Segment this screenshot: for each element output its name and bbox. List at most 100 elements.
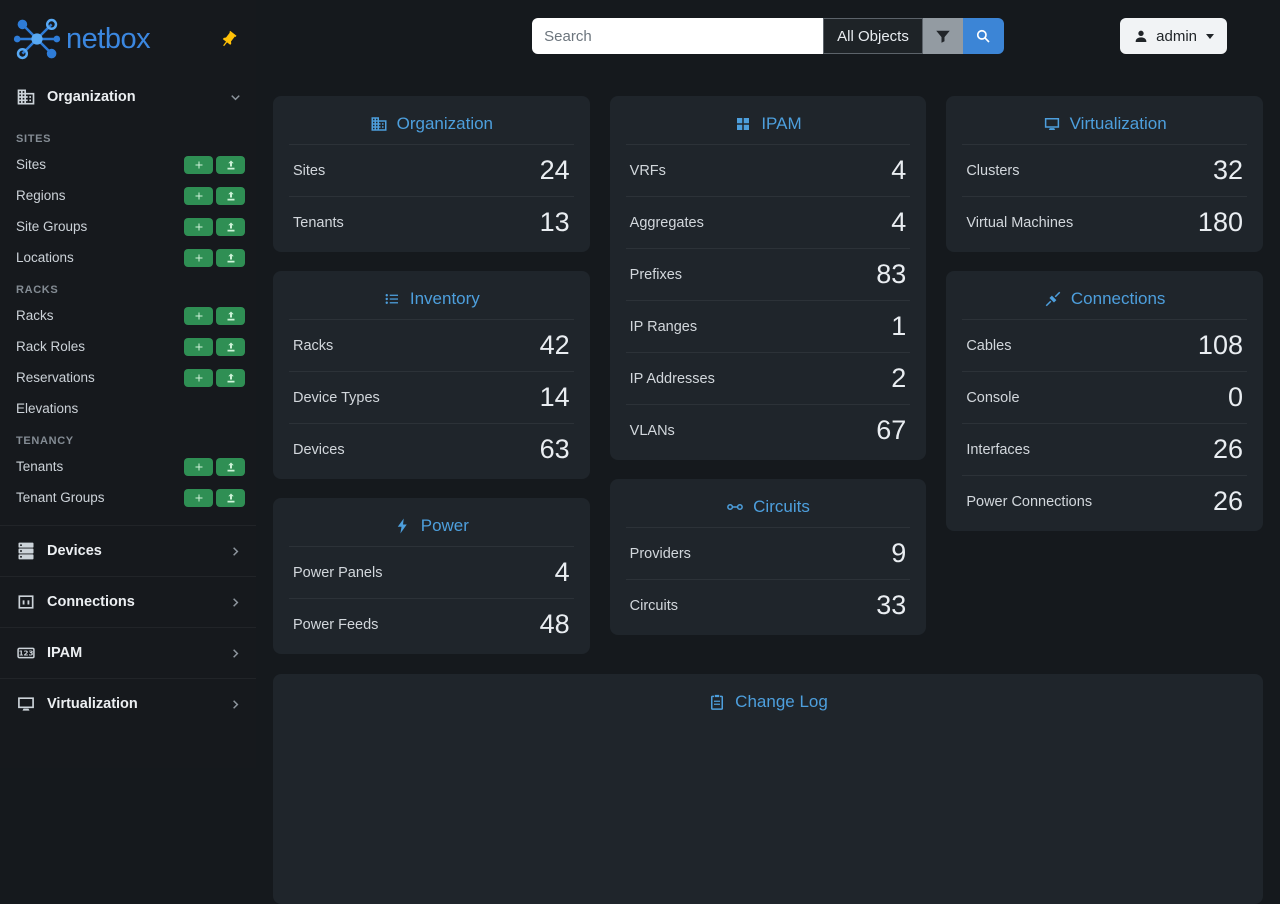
change-log-icon bbox=[708, 693, 726, 711]
add-button[interactable] bbox=[184, 368, 213, 387]
nav-item-label: Racks bbox=[16, 308, 54, 323]
import-button[interactable] bbox=[216, 217, 245, 236]
stat-value[interactable]: 9 bbox=[891, 538, 907, 568]
stat-row: Clusters 32 bbox=[962, 144, 1247, 196]
sidebar-item-elevations[interactable]: Elevations bbox=[0, 393, 256, 424]
stat-value[interactable]: 4 bbox=[891, 155, 907, 185]
user-menu-button[interactable]: admin bbox=[1120, 18, 1227, 54]
chevron-right-icon bbox=[228, 595, 243, 610]
search-button[interactable] bbox=[962, 18, 1004, 54]
connections-card: Connections Cables 108 Console 0 Interfa… bbox=[946, 271, 1263, 531]
plus-icon bbox=[193, 372, 205, 384]
object-type-dropdown[interactable]: All Objects bbox=[823, 18, 923, 54]
add-button[interactable] bbox=[184, 217, 213, 236]
sidebar-group-ipam[interactable]: IPAM bbox=[0, 628, 256, 678]
topbar: All Objects admin bbox=[273, 0, 1263, 72]
import-button[interactable] bbox=[216, 457, 245, 476]
import-button[interactable] bbox=[216, 337, 245, 356]
stat-value[interactable]: 4 bbox=[891, 207, 907, 237]
stat-row: IP Addresses 2 bbox=[625, 352, 911, 404]
stat-value[interactable]: 42 bbox=[539, 330, 570, 360]
stat-value[interactable]: 14 bbox=[539, 382, 570, 412]
sidebar-item-reservations[interactable]: Reservations bbox=[0, 362, 256, 393]
search-icon bbox=[974, 27, 992, 45]
plus-icon bbox=[193, 492, 205, 504]
import-button[interactable] bbox=[216, 155, 245, 174]
stat-row: Cables 108 bbox=[962, 319, 1247, 371]
add-button[interactable] bbox=[184, 337, 213, 356]
chevron-right-icon bbox=[228, 646, 243, 661]
stat-value[interactable]: 180 bbox=[1197, 207, 1243, 237]
card-title: Circuits bbox=[626, 489, 911, 527]
stat-row: Racks 42 bbox=[289, 319, 574, 371]
stat-value[interactable]: 67 bbox=[876, 415, 907, 445]
stat-value[interactable]: 32 bbox=[1212, 155, 1243, 185]
add-button[interactable] bbox=[184, 488, 213, 507]
stat-value[interactable]: 26 bbox=[1212, 486, 1243, 516]
stat-label: Power Connections bbox=[966, 493, 1093, 510]
stat-value[interactable]: 108 bbox=[1197, 330, 1243, 360]
stat-value[interactable]: 26 bbox=[1212, 434, 1243, 464]
cable-icon bbox=[1044, 290, 1062, 308]
sidebar-group-organization[interactable]: Organization bbox=[0, 72, 256, 122]
stat-value[interactable]: 63 bbox=[539, 434, 570, 464]
stat-label: Clusters bbox=[966, 162, 1020, 179]
add-button[interactable] bbox=[184, 186, 213, 205]
sidebar-item-locations[interactable]: Locations bbox=[0, 242, 256, 273]
sidebar-item-site-groups[interactable]: Site Groups bbox=[0, 211, 256, 242]
stat-label: Aggregates bbox=[629, 214, 704, 231]
sidebar-group-virtualization[interactable]: Virtualization bbox=[0, 679, 256, 729]
stat-value[interactable]: 2 bbox=[891, 363, 907, 393]
monitor-icon bbox=[16, 694, 36, 714]
filter-button[interactable] bbox=[922, 18, 963, 54]
upload-icon bbox=[225, 190, 237, 202]
sidebar: netbox Organization SITES Sites bbox=[0, 0, 256, 768]
sidebar-item-regions[interactable]: Regions bbox=[0, 180, 256, 211]
sidebar-pin-button[interactable] bbox=[217, 28, 240, 51]
stat-value[interactable]: 4 bbox=[554, 557, 570, 587]
add-button[interactable] bbox=[184, 155, 213, 174]
group-label: IPAM bbox=[47, 645, 83, 661]
sidebar-item-racks[interactable]: Racks bbox=[0, 300, 256, 331]
chevron-down-icon bbox=[228, 90, 243, 105]
stat-value[interactable]: 33 bbox=[876, 590, 907, 620]
sidebar-group-devices[interactable]: Devices bbox=[0, 526, 256, 576]
stat-value[interactable]: 13 bbox=[539, 207, 570, 237]
stat-row: IP Ranges 1 bbox=[625, 300, 911, 352]
plus-icon bbox=[193, 461, 205, 473]
plus-icon bbox=[193, 221, 205, 233]
stat-value[interactable]: 48 bbox=[539, 609, 570, 639]
stat-value[interactable]: 24 bbox=[539, 155, 570, 185]
upload-icon bbox=[225, 341, 237, 353]
import-button[interactable] bbox=[216, 248, 245, 267]
global-search: All Objects bbox=[532, 18, 1004, 54]
stat-row: Virtual Machines 180 bbox=[962, 196, 1247, 248]
stat-label: Virtual Machines bbox=[966, 214, 1074, 231]
upload-icon bbox=[225, 492, 237, 504]
nav-item-label: Reservations bbox=[16, 370, 95, 385]
card-title: Organization bbox=[289, 106, 574, 144]
stat-label: Power Panels bbox=[293, 564, 383, 581]
add-button[interactable] bbox=[184, 457, 213, 476]
import-button[interactable] bbox=[216, 306, 245, 325]
import-button[interactable] bbox=[216, 186, 245, 205]
sidebar-item-sites[interactable]: Sites bbox=[0, 149, 256, 180]
home-link[interactable]: netbox bbox=[12, 14, 151, 64]
stat-value[interactable]: 0 bbox=[1227, 382, 1243, 412]
stat-value[interactable]: 1 bbox=[891, 311, 907, 341]
stat-value[interactable]: 83 bbox=[876, 259, 907, 289]
person-icon bbox=[1133, 28, 1149, 44]
plus-icon bbox=[193, 159, 205, 171]
sidebar-group-connections[interactable]: Connections bbox=[0, 577, 256, 627]
import-button[interactable] bbox=[216, 488, 245, 507]
add-button[interactable] bbox=[184, 248, 213, 267]
add-button[interactable] bbox=[184, 306, 213, 325]
import-button[interactable] bbox=[216, 368, 245, 387]
circuits-card: Circuits Providers 9 Circuits 33 bbox=[609, 479, 927, 635]
search-input[interactable] bbox=[532, 18, 824, 54]
sidebar-item-rack-roles[interactable]: Rack Roles bbox=[0, 331, 256, 362]
sidebar-item-tenant-groups[interactable]: Tenant Groups bbox=[0, 482, 256, 513]
sidebar-item-tenants[interactable]: Tenants bbox=[0, 451, 256, 482]
sidebar-nav: Organization SITES Sites Regions bbox=[0, 72, 256, 729]
group-label: Organization bbox=[47, 89, 136, 105]
